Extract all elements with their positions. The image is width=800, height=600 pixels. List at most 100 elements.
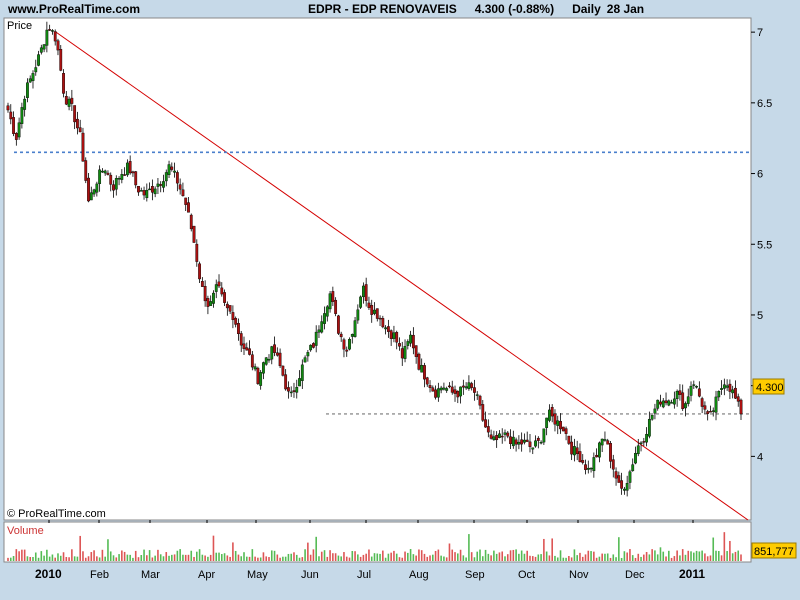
candle-body xyxy=(495,435,499,441)
volume-bar xyxy=(98,557,101,561)
volume-bar xyxy=(490,555,492,561)
x-tick-label: Aug xyxy=(409,569,429,581)
volume-bar xyxy=(429,555,431,561)
volume-bar xyxy=(384,557,387,561)
candle-body xyxy=(398,343,401,347)
volume-bar xyxy=(376,553,379,561)
volume-bar xyxy=(243,552,245,561)
candle-body xyxy=(270,346,274,360)
candle-body xyxy=(731,389,735,394)
volume-bar xyxy=(687,550,690,561)
candle-body xyxy=(123,174,127,176)
candle-body xyxy=(248,348,251,355)
last-volume-tag: 851,777 xyxy=(751,542,797,559)
candle-body xyxy=(203,286,207,302)
volume-bar xyxy=(229,556,231,561)
candle-body xyxy=(9,111,13,120)
volume-bar xyxy=(26,556,29,561)
candle-body xyxy=(150,186,154,193)
candle-body xyxy=(331,291,335,302)
volume-bar xyxy=(706,556,709,561)
candle-body xyxy=(639,442,643,445)
candle-body xyxy=(681,392,685,410)
candle-body xyxy=(45,29,49,46)
volume-bar xyxy=(456,553,459,561)
candle-body xyxy=(23,98,27,110)
volume-bar xyxy=(631,555,634,561)
candle-body xyxy=(622,488,626,491)
volume-bar xyxy=(79,535,81,561)
volume-bar xyxy=(37,557,40,561)
symbol-name: EDPR - EDP RENOVAVEIS xyxy=(308,2,457,16)
last-price-change: 4.300 (-0.88%) xyxy=(474,2,555,16)
volume-bar xyxy=(401,557,404,561)
candle-body xyxy=(64,96,68,105)
candle-body xyxy=(448,385,451,388)
candle-body xyxy=(228,305,232,312)
volume-bar xyxy=(651,549,653,561)
candle-body xyxy=(156,183,160,187)
volume-bar xyxy=(207,556,209,561)
candle-body xyxy=(636,445,640,455)
candle-body xyxy=(439,387,443,391)
candle-body xyxy=(556,420,560,426)
candle-body xyxy=(53,31,57,42)
volume-bar xyxy=(90,552,93,561)
candle-body xyxy=(461,385,465,388)
candle-body xyxy=(561,426,565,432)
candle-body xyxy=(600,438,604,446)
candle-body xyxy=(353,320,357,337)
volume-bar xyxy=(220,554,223,561)
volume-bar xyxy=(604,553,606,561)
candle-body xyxy=(314,331,318,346)
volume-bar xyxy=(121,550,123,561)
volume-bar xyxy=(201,554,204,561)
candle-body xyxy=(650,414,654,420)
candle-body xyxy=(506,432,510,437)
volume-bar xyxy=(695,550,698,561)
candle-body xyxy=(334,299,338,314)
candle-body xyxy=(392,332,396,339)
volume-bar xyxy=(395,553,398,561)
volume-bar xyxy=(270,550,273,561)
candle-body xyxy=(117,178,121,180)
volume-bar xyxy=(434,550,437,561)
volume-bar xyxy=(237,554,240,561)
volume-bar xyxy=(137,557,140,561)
candle-body xyxy=(709,411,712,413)
volume-bar xyxy=(576,555,578,561)
volume-bar xyxy=(223,553,226,561)
candle-body xyxy=(456,391,460,398)
candle-body xyxy=(70,97,74,104)
volume-bar xyxy=(115,557,118,561)
candle-body xyxy=(667,400,671,406)
candle-body xyxy=(84,160,88,181)
volume-bar xyxy=(234,550,237,561)
candle-body xyxy=(389,330,393,339)
candle-body xyxy=(220,287,224,295)
candle-body xyxy=(134,171,138,186)
volume-bar xyxy=(518,553,520,561)
candle-body xyxy=(478,395,482,406)
candle-body xyxy=(553,413,557,425)
site-url[interactable]: www.ProRealTime.com xyxy=(8,2,141,16)
volume-bar xyxy=(709,555,712,561)
candle-body xyxy=(142,190,146,196)
volume-bar xyxy=(12,556,15,561)
candle-body xyxy=(81,132,85,162)
volume-bar xyxy=(354,551,356,561)
candle-body xyxy=(539,441,543,444)
candle-body xyxy=(234,318,238,325)
volume-bar xyxy=(273,550,276,561)
volume-bar xyxy=(21,549,23,561)
volume-bar xyxy=(293,552,295,561)
volume-bar xyxy=(204,555,206,561)
x-tick-label: May xyxy=(247,569,268,581)
candle-body xyxy=(647,418,651,437)
candle-body xyxy=(73,105,77,123)
candle-body xyxy=(689,385,693,396)
candle-body xyxy=(409,334,412,344)
volume-bar xyxy=(165,552,168,561)
candle-body xyxy=(431,387,435,392)
